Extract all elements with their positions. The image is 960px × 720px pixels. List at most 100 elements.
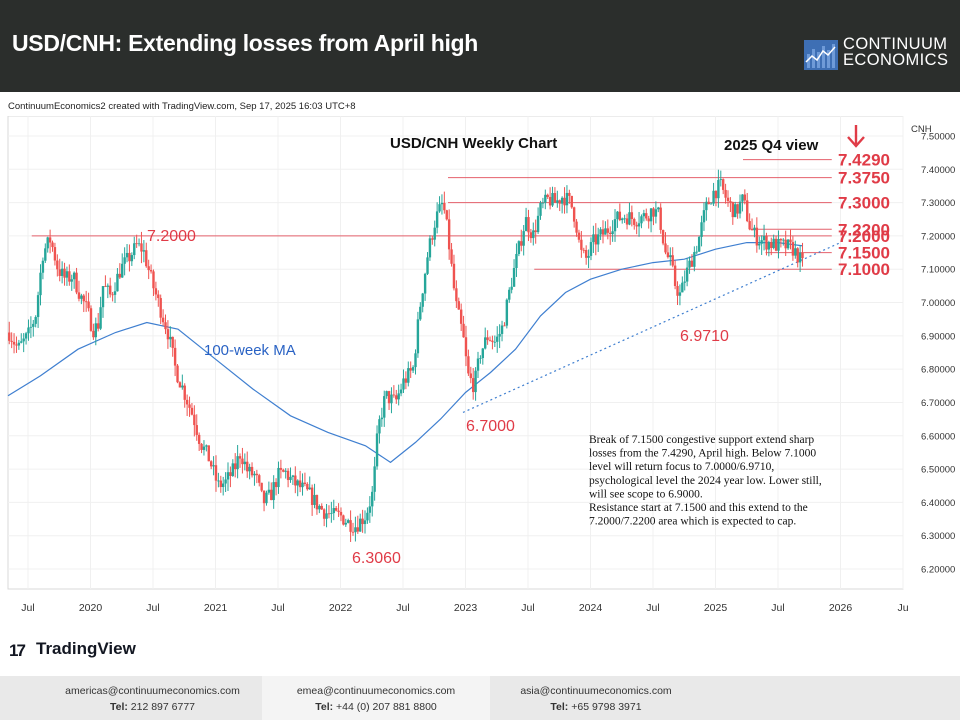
candle-body [301, 482, 304, 488]
candle-body [214, 465, 218, 481]
y-tick-label: 7.40000 [921, 165, 955, 176]
candle-body [642, 213, 646, 217]
header-bar: USD/CNH: Extending losses from April hig… [0, 0, 960, 92]
y-tick-label: 6.90000 [921, 331, 955, 342]
emea-email[interactable]: emea@continuumeconomics.com [296, 685, 456, 697]
candle-body [320, 505, 323, 510]
candle-body [128, 252, 131, 262]
x-tick-label: 2021 [204, 602, 228, 614]
candle-body [491, 340, 494, 342]
candle-body [796, 248, 799, 263]
candle-body [447, 219, 451, 250]
candle-body [443, 202, 446, 211]
candle-body [111, 294, 114, 296]
candle-body [188, 404, 191, 408]
candle-body [724, 189, 727, 198]
y-tick-label: 6.80000 [921, 365, 955, 376]
americas-email[interactable]: americas@continuumeconomics.com [65, 685, 240, 697]
candle-body [563, 197, 566, 206]
footer-americas: americas@continuumeconomics.com Tel: 212… [50, 676, 255, 720]
level-label: 7.3750 [838, 169, 890, 188]
asia-email[interactable]: asia@continuumeconomics.com [520, 685, 672, 697]
point-label: 6.9710 [680, 328, 729, 345]
candle-body [17, 342, 21, 346]
candle-body [308, 487, 311, 490]
candle-body [770, 242, 773, 248]
candle-body [676, 285, 679, 296]
candle-body [479, 358, 482, 359]
candle-body [423, 273, 427, 294]
level-label: 7.2000 [838, 227, 890, 246]
emea-tel: Tel: +44 (0) 207 881 8800 [262, 701, 490, 713]
candle-body [327, 513, 331, 515]
candle-body [250, 466, 254, 476]
candle-body [270, 489, 273, 501]
candle-body [522, 231, 525, 246]
candle-body [520, 241, 523, 246]
candle-body [373, 466, 376, 492]
candle-body [82, 295, 85, 302]
candle-body [673, 265, 677, 286]
candle-body [75, 272, 78, 293]
y-tick-label: 7.20000 [921, 231, 955, 242]
candle-body [282, 469, 285, 472]
candle-body [318, 505, 321, 510]
candle-body [92, 330, 95, 338]
candle-body [392, 394, 396, 396]
candle-body [438, 204, 441, 212]
candle-body [510, 286, 513, 290]
candle-body [253, 473, 256, 476]
candle-body [450, 249, 453, 264]
candle-body [748, 221, 751, 230]
candle-body [260, 482, 263, 491]
candle-body [801, 252, 804, 259]
candle-body [368, 506, 372, 513]
candle-body [580, 239, 583, 250]
candle-body [294, 475, 297, 486]
candle-body [500, 325, 504, 334]
candle-body [354, 527, 357, 533]
candle-body [640, 216, 643, 224]
candle-body [548, 196, 552, 206]
candle-body [334, 508, 338, 511]
candle-body [717, 180, 720, 199]
candle-body [659, 207, 662, 230]
candle-body [402, 378, 405, 390]
candle-body [750, 229, 754, 231]
candle-body [190, 407, 194, 415]
candle-body [296, 480, 299, 486]
candle-body [481, 348, 485, 359]
candle-body [157, 294, 160, 299]
currency-label: CNH [911, 124, 932, 135]
candle-body [459, 309, 463, 324]
candle-body [51, 242, 54, 248]
candle-body [152, 271, 155, 289]
emea-tel-number: +44 (0) 207 881 8800 [336, 701, 437, 713]
footer: americas@continuumeconomics.com Tel: 212… [0, 676, 960, 720]
logo-chart-icon [804, 40, 838, 70]
candle-body [474, 370, 477, 393]
candle-body [623, 218, 626, 220]
candle-body [137, 243, 141, 245]
candle-body [140, 243, 143, 252]
candle-body [178, 382, 182, 388]
candle-body [53, 247, 57, 261]
y-tick-label: 6.50000 [921, 465, 955, 476]
candle-body [529, 232, 533, 239]
candle-body [604, 228, 607, 235]
emea-tel-label: Tel: [315, 701, 334, 713]
candle-body [262, 490, 266, 504]
tradingview-icon: 17 [9, 641, 26, 660]
candle-body [48, 237, 52, 243]
candle-body [80, 295, 83, 299]
candle-body [683, 281, 686, 283]
candle-body [428, 238, 432, 258]
y-tick-label: 7.10000 [921, 265, 955, 276]
commentary-line: will see scope to 6.9000. [589, 488, 703, 500]
candle-body [34, 317, 37, 324]
candle-body [63, 268, 66, 278]
footer-emea: emea@continuumeconomics.com Tel: +44 (0)… [262, 676, 490, 720]
candle-body [274, 482, 278, 488]
x-tick-label: Jul [396, 602, 409, 614]
candle-body [572, 207, 576, 222]
